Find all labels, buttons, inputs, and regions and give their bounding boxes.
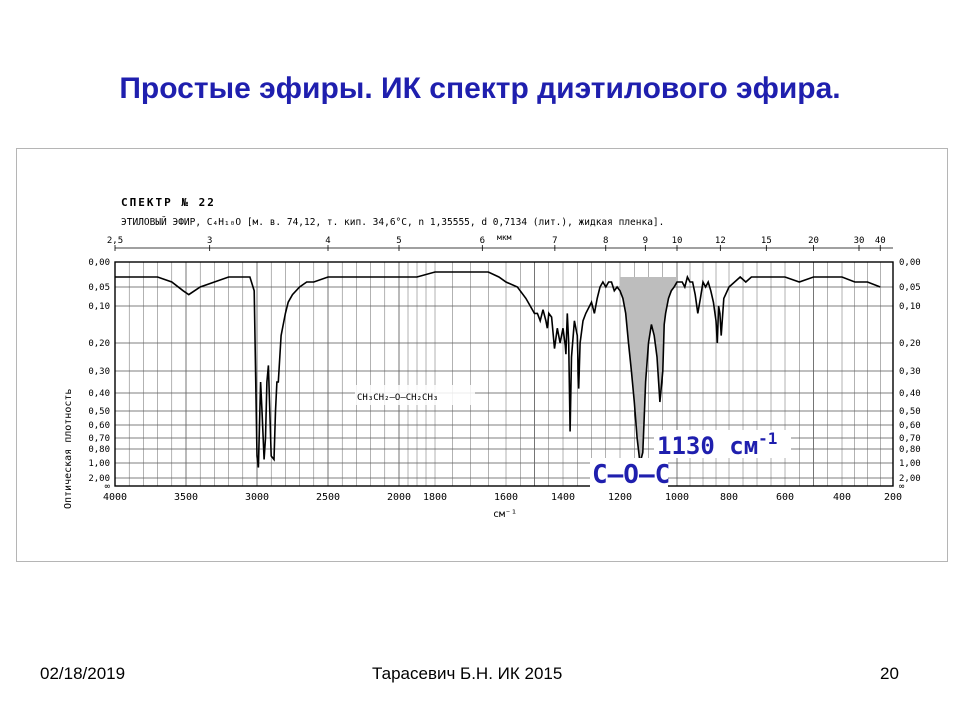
top-tick-label: 12 — [715, 236, 726, 246]
spectrum-trace — [115, 271, 881, 468]
bottom-tick-label: 2500 — [316, 492, 340, 503]
unit-mkm-label: мкм — [497, 233, 512, 242]
bottom-tick-label: 400 — [833, 492, 851, 503]
y-tick-label-right: ∞ — [899, 482, 905, 492]
bottom-tick-label: 1400 — [551, 492, 575, 503]
top-tick-label: 4 — [325, 236, 330, 246]
footer-author: Тарасевич Б.Н. ИК 2015 — [372, 664, 563, 683]
y-tick-label-right: 0,30 — [899, 367, 921, 377]
y-tick-label-left: 2,00 — [88, 474, 110, 484]
y-axis-title: Оптическая плотность — [63, 389, 74, 509]
y-tick-label-right: 2,00 — [899, 474, 921, 484]
peak-annotation: 1130 см-1 — [657, 429, 777, 460]
y-tick-label-right: 0,00 — [899, 258, 921, 268]
footer-date: 02/18/2019 — [40, 664, 126, 683]
y-tick-label-left: 0,60 — [88, 421, 110, 431]
y-tick-label-left: 0,40 — [88, 389, 110, 399]
footer-page-number: 20 — [880, 664, 899, 683]
top-tick-label: 7 — [552, 236, 557, 246]
top-tick-label: 3 — [207, 236, 212, 246]
bottom-tick-label: 1800 — [423, 492, 447, 503]
bottom-tick-label: 200 — [884, 492, 902, 503]
bottom-tick-label: 1000 — [665, 492, 689, 503]
chart-axes: 2,5 3 4 5 6 7 8 9 10 12 15 20 30 40 4000 3500 3000 2500 20… — [88, 236, 920, 503]
y-tick-label-right: 1,00 — [899, 459, 921, 469]
bottom-tick-label: 600 — [776, 492, 794, 503]
y-tick-label-left: 0,50 — [88, 407, 110, 417]
bottom-tick-label: 4000 — [103, 492, 127, 503]
bottom-tick-label: 3500 — [174, 492, 198, 503]
bottom-tick-label: 800 — [720, 492, 738, 503]
top-tick-label: 10 — [672, 236, 683, 246]
y-tick-label-left: 0,30 — [88, 367, 110, 377]
top-tick-label: 40 — [875, 236, 886, 246]
y-tick-label-right: 0,10 — [899, 302, 921, 312]
spectrum-description: ЭТИЛОВЫЙ ЭФИР, C₄H₁₀O [м. в. 74,12, т. к… — [121, 216, 664, 228]
y-tick-label-left: ∞ — [105, 482, 111, 492]
top-tick-label: 20 — [808, 236, 819, 246]
spectrum-figure: СПЕКТР № 22 ЭТИЛОВЫЙ ЭФИР, C₄H₁₀O [м. в.… — [16, 148, 948, 562]
plot-frame — [114, 261, 894, 487]
c-o-c-group-label: C–O–C — [592, 460, 670, 490]
top-tick-label: 8 — [603, 236, 608, 246]
bottom-tick-label: 2000 — [387, 492, 411, 503]
top-tick-label: 9 — [643, 236, 648, 246]
y-tick-label-left: 0,05 — [88, 283, 110, 293]
y-tick-label-right: 0,20 — [899, 339, 921, 349]
y-tick-label-right: 0,70 — [899, 434, 921, 444]
x-axis-title: см⁻¹ — [493, 509, 517, 520]
y-tick-label-left: 0,00 — [88, 258, 110, 268]
y-tick-label-right: 0,50 — [899, 407, 921, 417]
top-tick-label: 30 — [854, 236, 865, 246]
ir-spectrum-chart: СПЕКТР № 22 ЭТИЛОВЫЙ ЭФИР, C₄H₁₀O [м. в.… — [63, 196, 921, 520]
y-tick-label-left: 1,00 — [88, 459, 110, 469]
bottom-tick-label: 3000 — [245, 492, 269, 503]
top-tick-label: 5 — [396, 236, 401, 246]
slide-title: Простые эфиры. ИК спектр диэтилового эфи… — [119, 72, 841, 105]
bottom-tick-label: 1200 — [608, 492, 632, 503]
y-tick-label-right: 0,05 — [899, 283, 921, 293]
y-tick-label-right: 0,60 — [899, 421, 921, 431]
y-tick-label-left: 0,70 — [88, 434, 110, 444]
c-o-c-absorption-fill — [620, 277, 677, 463]
y-tick-label-left: 0,20 — [88, 339, 110, 349]
top-tick-label: 2,5 — [107, 236, 123, 246]
structure-formula: CH₃CH₂–O–CH₂CH₃ — [357, 393, 438, 403]
y-tick-label-right: 0,80 — [899, 445, 921, 455]
y-tick-label-right: 0,40 — [899, 389, 921, 399]
y-tick-label-left: 0,80 — [88, 445, 110, 455]
y-tick-label-left: 0,10 — [88, 302, 110, 312]
top-tick-label: 15 — [761, 236, 772, 246]
bottom-tick-label: 1600 — [494, 492, 518, 503]
top-tick-label: 6 — [480, 236, 485, 246]
spectrum-number: СПЕКТР № 22 — [121, 196, 216, 209]
